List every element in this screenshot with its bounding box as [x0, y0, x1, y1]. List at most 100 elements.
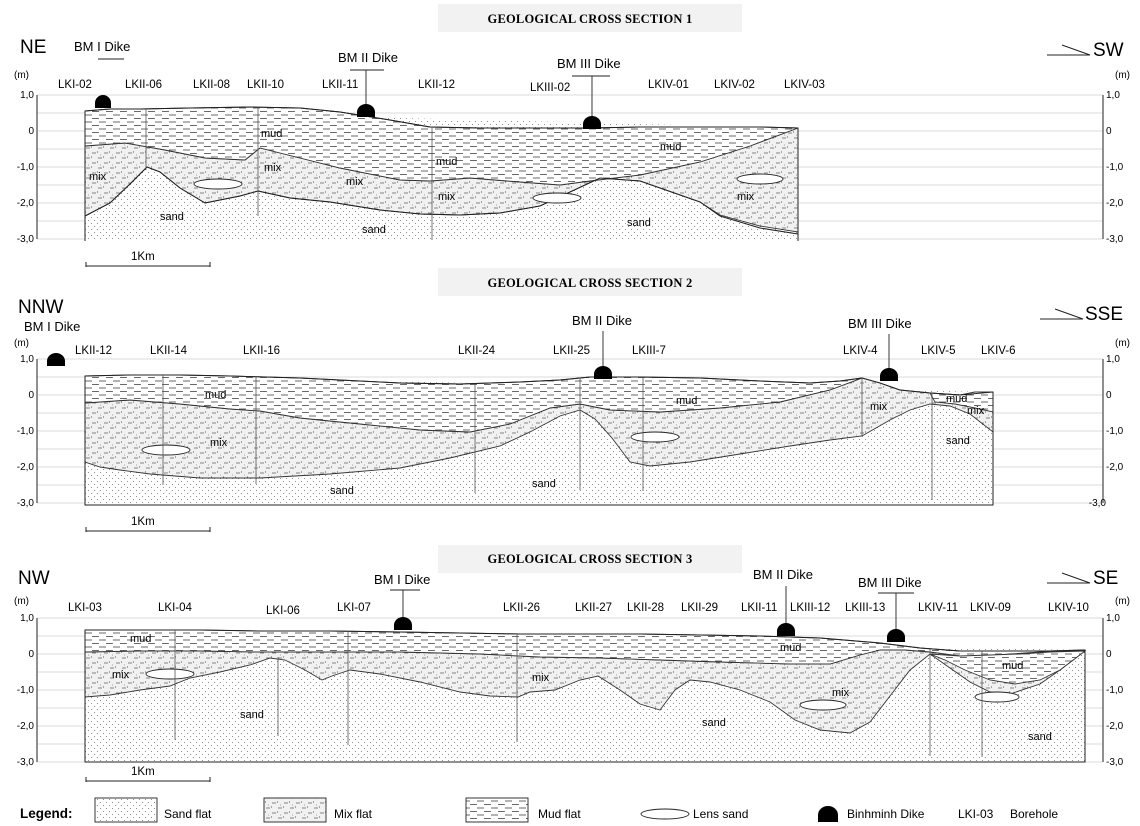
lens-sand-icon	[630, 431, 680, 443]
section-title-bg	[438, 4, 742, 32]
legend-swatch-mix	[263, 797, 327, 823]
borehole-label: LKII-25	[553, 345, 590, 357]
legend-label: Binhminh Dike	[847, 807, 925, 821]
material-label-mud: mud	[1002, 660, 1023, 672]
dike-label: BM II Dike	[572, 313, 632, 328]
right-axis: (m) 1,0 0 -1,0 -2,0 -3,0	[1089, 338, 1130, 509]
borehole-label: LKIII-02	[530, 82, 570, 94]
cross-section-2: GEOLOGICAL CROSS SECTION 2 NNW SSE (m) 1…	[14, 268, 1130, 532]
direction-arrow-icon	[1047, 572, 1091, 584]
material-label-mix: mix	[264, 162, 282, 174]
axis-unit: (m)	[1115, 596, 1130, 607]
lens-sand-icon	[736, 173, 784, 185]
material-label-mud: mud	[660, 141, 681, 153]
material-label-mud: mud	[130, 633, 151, 645]
borehole-label: LKII-12	[418, 79, 455, 91]
right-axis: (m) 1,0 0 -1,0 -2,0 -3,0	[1102, 70, 1130, 245]
axis-unit: (m)	[14, 596, 29, 607]
mud-layer-right	[929, 650, 1087, 685]
scale-label: 1Km	[131, 766, 155, 778]
section-title: GEOLOGICAL CROSS SECTION 1	[488, 12, 693, 26]
material-label-mix: mix	[832, 687, 850, 699]
cross-section-3: GEOLOGICAL CROSS SECTION 3 NW SE (m) 1,0…	[14, 545, 1130, 782]
tick-label: -2,0	[17, 198, 35, 209]
borehole-label: LKI-04	[158, 602, 192, 614]
material-label-sand: sand	[627, 217, 651, 229]
tick-label: -1,0	[17, 685, 35, 696]
section-outline	[84, 629, 1086, 763]
cross-section-1: GEOLOGICAL CROSS SECTION 1 NE SW (m) 1,0…	[14, 4, 1130, 267]
tick-label: 1,0	[1106, 613, 1120, 624]
tick-label: 0	[28, 649, 34, 660]
dike-label: BM III Dike	[557, 56, 621, 71]
material-label-mix: mix	[438, 191, 456, 203]
borehole-label: LKIV-4	[843, 345, 878, 357]
axis-unit: (m)	[1115, 70, 1130, 81]
scale-label: 1Km	[131, 516, 155, 528]
borehole-label: LKII-10	[247, 79, 284, 91]
section-title: GEOLOGICAL CROSS SECTION 3	[488, 552, 693, 566]
material-label-sand: sand	[330, 485, 354, 497]
dike-icon	[594, 366, 612, 379]
dike-label: BM I Dike	[24, 319, 80, 334]
tick-label: 1,0	[1106, 354, 1120, 365]
dike-icon	[777, 623, 795, 636]
direction-right: SE	[1093, 568, 1118, 589]
left-axis: (m) 1,0 0 -1,0 -2,0 -3,0	[14, 70, 38, 245]
tick-label: -1,0	[17, 162, 35, 173]
scale-bar: 1Km	[85, 766, 211, 782]
borehole-label: LKIV-6	[981, 345, 1016, 357]
axis-unit: (m)	[14, 70, 29, 81]
tick-label: -3,0	[1106, 234, 1124, 245]
tick-label: -2,0	[1106, 462, 1124, 473]
left-axis: (m) 1,0 0 -1,0 -2,0 -3,0	[14, 338, 38, 509]
material-label-mud: mud	[946, 393, 967, 405]
borehole-label: LKI-03	[68, 602, 102, 614]
borehole-label: LKII-24	[458, 345, 496, 357]
tick-label: 0	[1106, 649, 1112, 660]
material-label-mud: mud	[780, 642, 801, 654]
tick-label: -1,0	[1106, 162, 1124, 173]
legend-title: Legend:	[20, 806, 73, 821]
axis-unit: (m)	[14, 338, 29, 349]
lens-sand-icon	[141, 444, 191, 456]
borehole-label: LKIII-12	[790, 602, 830, 614]
dike-icon	[95, 95, 111, 108]
left-axis: (m) 1,0 0 -1,0 -2,0 -3,0	[14, 596, 38, 768]
legend-label: Sand flat	[164, 807, 212, 821]
tick-label: -3,0	[17, 234, 35, 245]
material-label-sand: sand	[1028, 731, 1052, 743]
scale-label: 1Km	[131, 251, 155, 263]
tick-label: 0	[1106, 390, 1112, 401]
direction-arrow-icon	[1047, 44, 1091, 56]
tick-label: -1,0	[1106, 685, 1124, 696]
legend-label: Mud flat	[538, 807, 581, 821]
direction-left: NE	[20, 37, 46, 58]
tick-label: -1,0	[1106, 426, 1124, 437]
material-label-mud: mud	[261, 128, 282, 140]
material-label-mud: mud	[676, 395, 697, 407]
lens-sand-icon	[799, 699, 847, 711]
material-label-mix: mix	[112, 669, 130, 681]
legend-label: Lens sand	[693, 807, 748, 821]
material-label-mud: mud	[205, 389, 226, 401]
material-label-sand: sand	[362, 224, 386, 236]
tick-label: -2,0	[1106, 198, 1124, 209]
borehole-label: LKIV-01	[648, 79, 689, 91]
borehole-label: LKII-28	[627, 602, 664, 614]
material-label-mix: mix	[346, 176, 364, 188]
borehole-label: LKII-26	[503, 602, 540, 614]
dike-label: BM I Dike	[74, 39, 130, 54]
tick-label: 0	[28, 390, 34, 401]
dike-label: BM II Dike	[753, 567, 813, 582]
tick-label: -2,0	[1106, 721, 1124, 732]
tick-label: -3,0	[1089, 498, 1107, 509]
tick-label: 0	[1106, 126, 1112, 137]
borehole-label: LKII-27	[575, 602, 612, 614]
borehole-label: LKIII-7	[632, 345, 666, 357]
dike-label: BM II Dike	[338, 50, 398, 65]
section-outline	[84, 106, 799, 235]
tick-label: -3,0	[17, 498, 35, 509]
dike-icon	[887, 629, 905, 642]
